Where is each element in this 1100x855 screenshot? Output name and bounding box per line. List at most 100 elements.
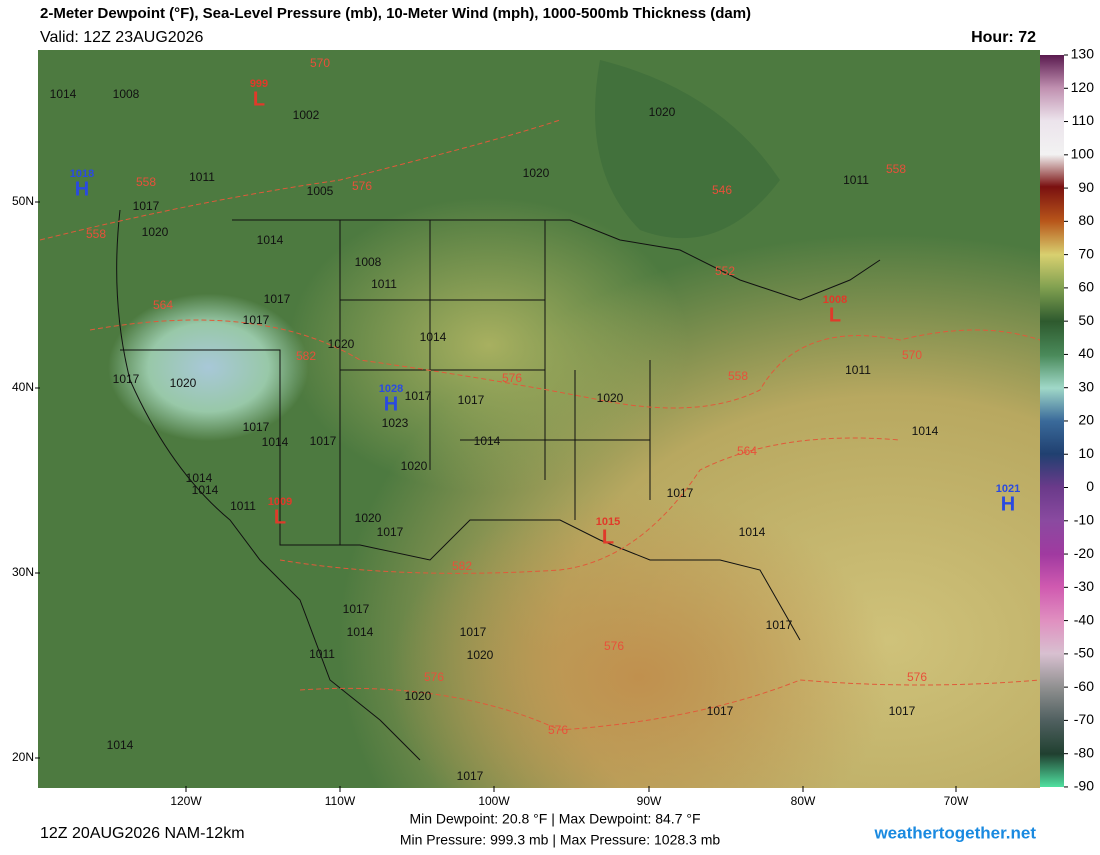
isobar-label: 1017 [707, 704, 734, 718]
thickness-contours [39, 119, 1041, 731]
isobar-label: 1017 [243, 313, 270, 327]
canada-moist [595, 60, 780, 239]
isobar-label: 1017 [405, 389, 432, 403]
colorbar-tick-label: -90 [1074, 778, 1094, 794]
isobar-label: 1011 [189, 170, 215, 184]
isobar-label: 1014 [912, 424, 939, 438]
lat-label: 50N [12, 194, 34, 208]
colorbar-tick-label: 70 [1078, 245, 1094, 261]
isobar-label: 1014 [192, 483, 219, 497]
isobar-label: 1011 [845, 363, 871, 377]
isobar-label: 1014 [262, 435, 289, 449]
model-run: 12Z 20AUG2026 NAM-12km [40, 825, 245, 842]
forecast-hour: Hour: 72 [971, 29, 1036, 46]
pressure-center-letter: L [602, 526, 614, 548]
thickness-label: 576 [604, 639, 624, 653]
thickness-label: 570 [902, 348, 922, 362]
title: 2-Meter Dewpoint (°F), Sea-Level Pressur… [40, 5, 751, 22]
isobar-label: 1011 [309, 647, 335, 661]
thickness-label: 552 [715, 264, 735, 278]
colorbar-tick-label: 90 [1078, 179, 1094, 195]
isobar-label: 1014 [50, 87, 77, 101]
thickness-label: 582 [452, 559, 472, 573]
thickness-label: 570 [310, 56, 330, 70]
pressure-center-letter: H [75, 178, 89, 200]
pressure-center-letter: L [829, 304, 841, 326]
colorbar-tick-label: 60 [1078, 279, 1094, 295]
colorbar-tick-label: 110 [1072, 112, 1095, 128]
colorbar-tick-label: -50 [1074, 645, 1094, 661]
lat-label: 20N [12, 750, 34, 764]
thickness-label: 576 [548, 723, 568, 737]
thickness-label: 558 [728, 369, 748, 383]
thickness-label: 558 [136, 175, 156, 189]
lat-label: 30N [12, 565, 34, 579]
isobar-label: 1020 [142, 225, 169, 239]
isobar-label: 1014 [420, 330, 447, 344]
lon-label: 110W [325, 794, 356, 808]
isobar-label: 1014 [474, 434, 501, 448]
isobar-label: 1014 [107, 738, 134, 752]
isobar-label: 1020 [523, 166, 550, 180]
thickness-label: 564 [737, 444, 757, 458]
colorbar-tick-label: -10 [1074, 511, 1094, 527]
pressure-center-letter: L [253, 88, 265, 110]
thickness-label: 576 [424, 670, 444, 684]
isobar-label: 1014 [186, 471, 213, 485]
isobar-label: 1017 [889, 704, 916, 718]
lon-label: 80W [791, 794, 816, 808]
isobar-label: 1017 [343, 602, 370, 616]
site-name: weathertogether.net [873, 823, 1036, 842]
colorbar-tick-label: 100 [1071, 146, 1095, 162]
isobar-label: 1011 [230, 499, 256, 513]
pressure-center-value: 1021 [996, 483, 1020, 495]
pressure-center-value: 1008 [823, 294, 847, 306]
thickness-label: 558 [886, 162, 906, 176]
colorbar-tick-label: -60 [1074, 678, 1094, 694]
colorbar-tick-label: 10 [1078, 445, 1094, 461]
lat-label: 40N [12, 380, 34, 394]
colorbar [1040, 55, 1064, 787]
colorbar-tick-label: 120 [1071, 79, 1095, 95]
colorbar-tick-label: 40 [1078, 345, 1094, 361]
lon-label: 120W [170, 794, 202, 808]
isobar-label: 1017 [458, 393, 485, 407]
colorbar-tick-label: -40 [1074, 611, 1094, 627]
isobar-label: 1017 [310, 434, 337, 448]
dry-region [38, 50, 1040, 788]
isobar-label: 1020 [355, 511, 382, 525]
isobar-label: 1011 [843, 173, 869, 187]
isobar-label: 1017 [133, 199, 160, 213]
pressure-center-value: 1009 [268, 496, 292, 508]
isobar-label: 1008 [113, 87, 140, 101]
isobar-label: 1020 [401, 459, 428, 473]
isobar-label: 1014 [257, 233, 284, 247]
isobar-label: 1017 [766, 618, 793, 632]
colorbar-tick-label: -70 [1074, 711, 1094, 727]
colorbar-tick-label: 30 [1078, 378, 1094, 394]
dewpoint-stats: Min Dewpoint: 20.8 °F | Max Dewpoint: 84… [409, 811, 700, 827]
colorbar-tick-label: 130 [1071, 46, 1095, 62]
colorbar-tick-label: -20 [1074, 545, 1094, 561]
colorbar-tick-label: 0 [1086, 478, 1094, 494]
isobar-label: 1017 [457, 769, 484, 783]
pressure-center-letter: L [274, 506, 286, 528]
lon-label: 90W [637, 794, 662, 808]
pressure-center-letter: H [384, 393, 398, 415]
colorbar-tick-label: 50 [1078, 312, 1094, 328]
thickness-label: 564 [153, 298, 173, 312]
isobar-label: 1002 [293, 108, 320, 122]
isobar-label: 1017 [377, 525, 404, 539]
isobar-label: 1020 [467, 648, 494, 662]
isobar-label: 1005 [307, 184, 334, 198]
isobar-label: 1017 [243, 420, 270, 434]
thickness-label: 576 [907, 670, 927, 684]
isobar-label: 1017 [113, 372, 140, 386]
valid-time: Valid: 12Z 23AUG2026 [40, 29, 203, 46]
isobar-label: 1008 [355, 255, 382, 269]
lon-label: 70W [944, 794, 969, 808]
map-area [38, 50, 1041, 788]
thickness-label: 546 [712, 183, 732, 197]
isobar-label: 1020 [170, 376, 197, 390]
